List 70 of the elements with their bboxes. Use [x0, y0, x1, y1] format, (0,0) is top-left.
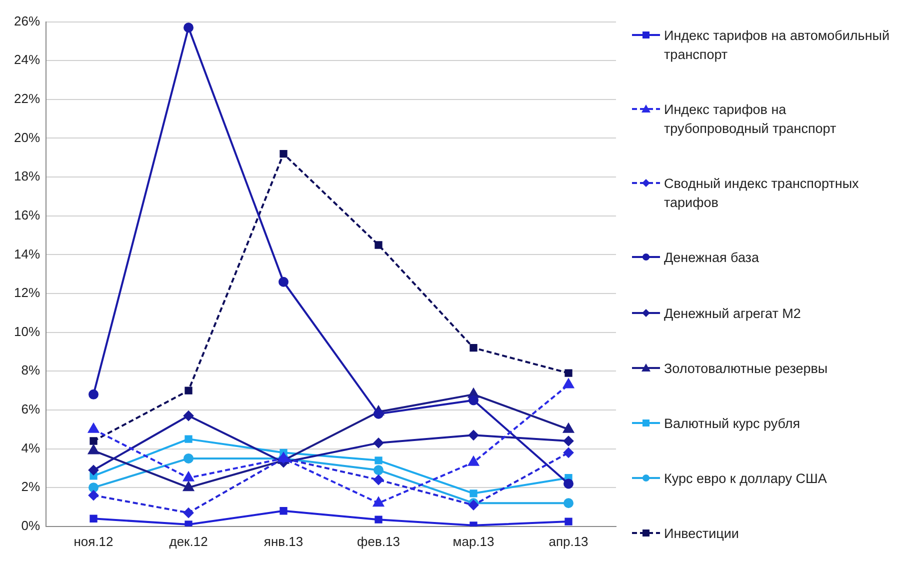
y-tick-label: 0% — [21, 518, 40, 533]
y-tick-label: 10% — [14, 324, 40, 339]
legend-label: Сводный индекс транспортных тарифов — [664, 175, 860, 212]
x-tick-label: янв.13 — [264, 534, 304, 549]
point — [564, 369, 572, 377]
point — [184, 508, 194, 518]
y-tick-label: 12% — [14, 285, 40, 300]
point — [88, 490, 99, 500]
y-tick-label: 20% — [14, 130, 40, 145]
y-tick-label: 16% — [14, 207, 40, 222]
point — [564, 498, 574, 508]
point — [90, 514, 98, 522]
point — [183, 472, 194, 482]
point — [184, 453, 194, 464]
point — [88, 465, 99, 476]
point — [184, 410, 194, 421]
legend-label: Индекс тарифов на трубопроводный транспорт — [664, 101, 838, 138]
point — [88, 482, 99, 493]
point — [184, 435, 192, 443]
point — [564, 478, 574, 489]
point — [278, 276, 289, 287]
point — [88, 444, 99, 454]
point — [468, 430, 479, 440]
legend-label: Золотовалютные резервы — [664, 360, 828, 378]
y-tick-label: 18% — [14, 168, 40, 184]
point — [88, 423, 99, 433]
x-tick-label: дек.12 — [169, 534, 208, 549]
point — [374, 241, 382, 249]
point — [374, 465, 384, 476]
point — [374, 474, 384, 485]
y-tick-label: 24% — [14, 52, 40, 68]
x-tick-label: мар.13 — [452, 534, 494, 549]
point — [374, 408, 384, 419]
point — [374, 516, 382, 524]
point — [280, 507, 288, 515]
point — [280, 150, 288, 158]
point — [564, 436, 574, 446]
legend-label: Индекс тарифов на автомобильный транспорт — [664, 27, 891, 64]
y-tick-label: 14% — [14, 246, 40, 262]
y-tick-label: 4% — [21, 440, 40, 456]
y-tick-label: 22% — [14, 91, 40, 106]
point — [90, 437, 98, 445]
point — [470, 344, 478, 352]
point — [564, 448, 574, 458]
y-tick-label: 6% — [21, 402, 40, 417]
point — [468, 456, 479, 466]
x-tick-label: ноя.12 — [74, 534, 114, 549]
point — [563, 378, 574, 388]
point — [470, 490, 478, 498]
x-tick-label: фев.13 — [357, 534, 400, 549]
point — [374, 438, 384, 448]
point — [184, 22, 194, 33]
legend-label: Инвестиции — [664, 525, 739, 543]
point — [374, 456, 382, 464]
point — [468, 395, 479, 406]
y-tick-label: 8% — [21, 362, 40, 378]
point — [88, 389, 99, 400]
legend-label: Валютный курс рубля — [664, 414, 800, 433]
y-tick-label: 26% — [14, 13, 40, 28]
legend-label: Курс евро к доллару США — [664, 470, 827, 488]
point — [183, 482, 194, 492]
y-tick-label: 2% — [21, 479, 40, 494]
point — [373, 497, 384, 507]
legend-label: Денежный агрегат М2 — [664, 304, 801, 322]
point — [563, 423, 574, 433]
point — [184, 520, 192, 526]
x-tick-label: апр.13 — [548, 534, 588, 549]
point — [184, 386, 192, 394]
point — [564, 518, 572, 526]
legend-label: Денежная база — [664, 249, 759, 268]
